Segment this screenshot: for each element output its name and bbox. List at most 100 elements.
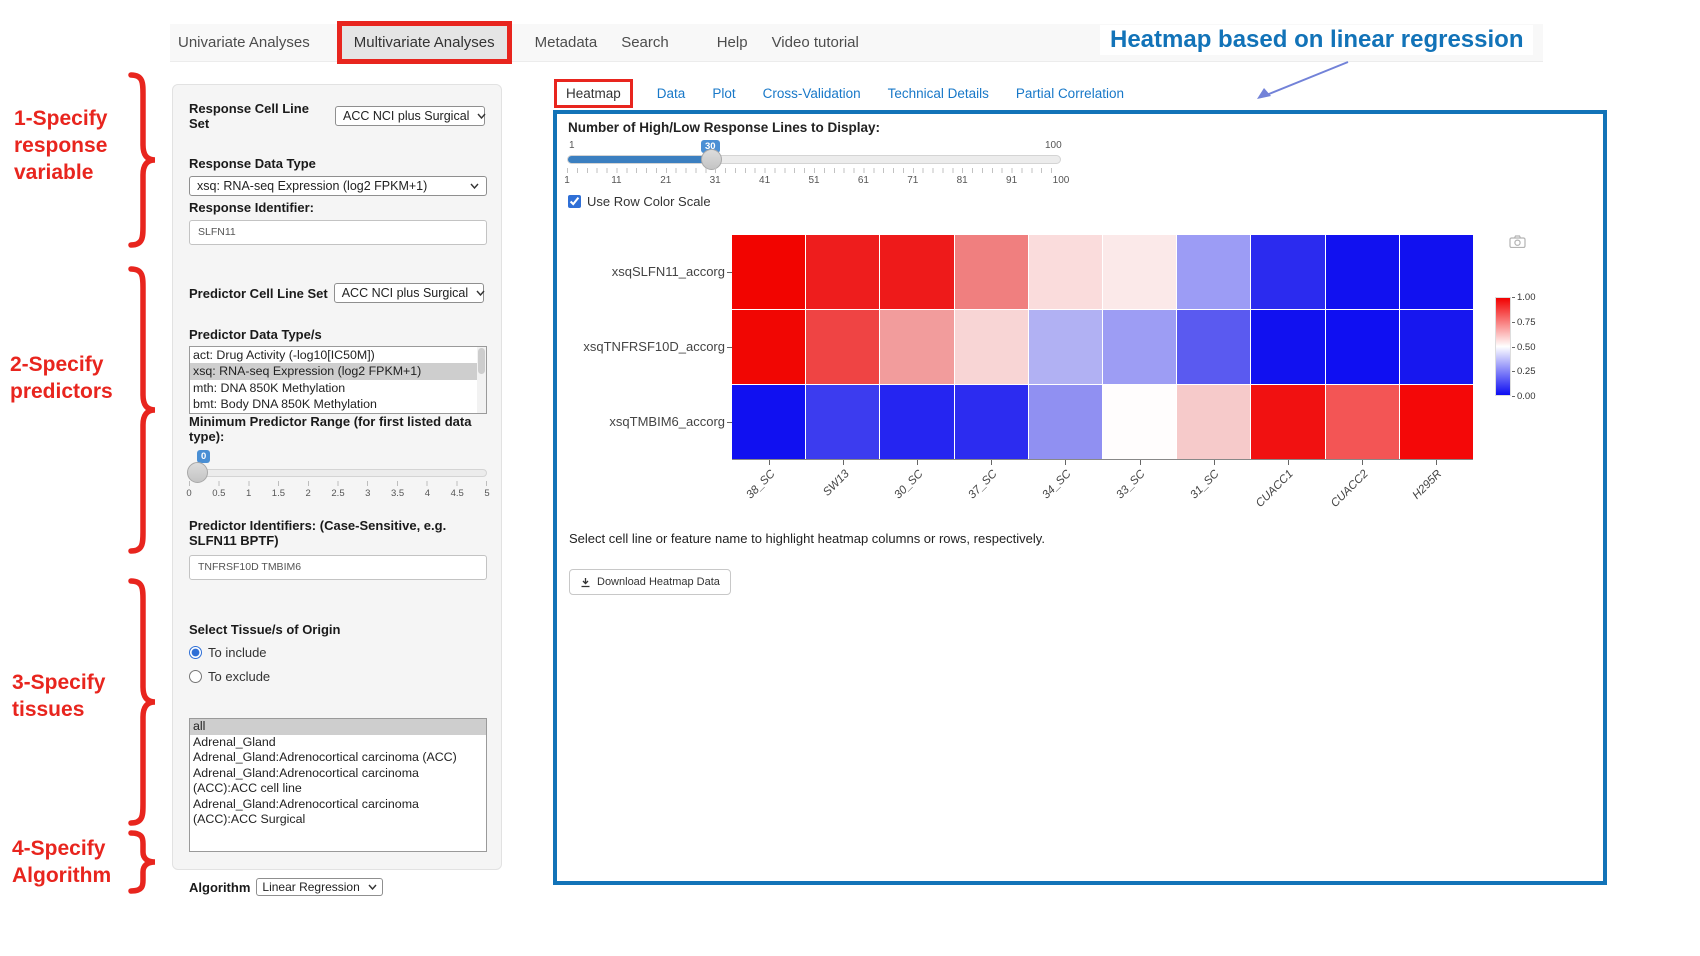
tissue-option[interactable]: Adrenal_Gland — [193, 734, 276, 749]
heatmap-cell-xsqslfn11-accorg-38-sc[interactable] — [732, 235, 806, 309]
nav-item-help[interactable]: Help — [716, 34, 748, 51]
heatmap-cell-xsqslfn11-accorg-30-sc[interactable] — [880, 235, 954, 309]
tab-heatmap[interactable]: Heatmap — [554, 78, 633, 108]
heatmap-column-label-sw13[interactable]: SW13 — [821, 468, 852, 499]
tissue-option[interactable]: all — [190, 719, 486, 735]
heatmap-cell-xsqslfn11-accorg-h295r[interactable] — [1399, 235, 1473, 309]
heatmap-cell-xsqtnfrsf10d-accorg-37-sc[interactable] — [954, 310, 1028, 384]
tab-plot[interactable]: Plot — [712, 85, 736, 101]
slider-track[interactable] — [189, 469, 487, 477]
scrollbar[interactable] — [477, 347, 486, 413]
slider-tooltip: 0 — [197, 450, 211, 463]
algorithm-select[interactable]: Linear Regression — [256, 878, 383, 896]
heatmap-cell-xsqtnfrsf10d-accorg-sw13[interactable] — [806, 310, 880, 384]
download-heatmap-data-button[interactable]: Download Heatmap Data — [569, 569, 731, 595]
heatmap-panel: Number of High/Low Response Lines to Dis… — [553, 110, 1607, 885]
predictor-data-type-option[interactable]: bmt: Body DNA 850K Methylation — [193, 397, 377, 412]
response-cell-line-set-select[interactable]: ACC NCI plus Surgical — [335, 106, 486, 126]
heatmap-cell-xsqtnfrsf10d-accorg-34-sc[interactable] — [1028, 310, 1102, 384]
heatmap-caption: Select cell line or feature name to high… — [569, 531, 1045, 546]
heatmap-cell-xsqslfn11-accorg-37-sc[interactable] — [954, 235, 1028, 309]
tissue-option[interactable]: Adrenal_Gland:Adrenocortical carcinoma (… — [193, 750, 457, 764]
colorbar-tick — [1512, 297, 1515, 298]
heatmap-cell-xsqtmbim6-accorg-33-sc[interactable] — [1102, 385, 1177, 459]
heatmap-cell-xsqslfn11-accorg-sw13[interactable] — [806, 235, 880, 309]
heatmap-cell-xsqtmbim6-accorg-38-sc[interactable] — [732, 385, 806, 459]
heatmap-column-label-37-sc[interactable]: 37_SC — [966, 468, 1000, 502]
heatmap-column-label-33-sc[interactable]: 33_SC — [1114, 468, 1149, 502]
tab-partial-correlation[interactable]: Partial Correlation — [1015, 85, 1124, 101]
nav-item-video-tutorial[interactable]: Video tutorial — [771, 34, 859, 51]
heatmap-cell-xsqtnfrsf10d-accorg-h295r[interactable] — [1399, 310, 1473, 384]
predictor-identifiers-input[interactable]: TNFRSF10D TMBIM6 — [189, 555, 487, 580]
heatmap-column-label-38-sc[interactable]: 38_SC — [744, 468, 778, 502]
heatmap-column-label-cuacc2[interactable]: CUACC2 — [1328, 468, 1371, 510]
response-identifier-input[interactable]: SLFN11 — [189, 220, 487, 245]
predictor-data-types-listbox[interactable]: act: Drug Activity (-log10[IC50M]) xsq: R… — [189, 346, 487, 414]
slider-track[interactable] — [567, 155, 1061, 164]
heatmap-row-label-xsqslfn11-accorg[interactable]: xsqSLFN11_accorg — [611, 264, 725, 280]
heatmap-column-label-31-sc[interactable]: 31_SC — [1188, 468, 1223, 502]
axis-tick — [727, 272, 732, 274]
heatmap-cell-xsqslfn11-accorg-31-sc[interactable] — [1177, 235, 1251, 309]
heatmap-cell-xsqtmbim6-accorg-cuacc1[interactable] — [1251, 385, 1325, 459]
radio-input[interactable] — [189, 646, 202, 659]
radio-input[interactable] — [189, 670, 202, 683]
heatmap-cell-xsqtmbim6-accorg-cuacc2[interactable] — [1325, 385, 1399, 459]
axis-tick — [769, 460, 771, 465]
nav-item-multivariate-analyses[interactable]: Multivariate Analyses — [336, 21, 512, 64]
heatmap-cell-xsqtmbim6-accorg-31-sc[interactable] — [1177, 385, 1251, 459]
nav-item-search[interactable]: Search — [621, 34, 669, 51]
heatmap-cell-xsqtmbim6-accorg-37-sc[interactable] — [954, 385, 1028, 459]
heatmap-cell-xsqtmbim6-accorg-sw13[interactable] — [806, 385, 880, 459]
heatmap-row-label-xsqtnfrsf10d-accorg[interactable]: xsqTNFRSF10D_accorg — [583, 339, 725, 354]
slider-min-label: 1 — [569, 140, 575, 151]
checkbox-input[interactable] — [568, 195, 581, 208]
camera-icon[interactable] — [1509, 235, 1526, 248]
tab-cross-validation[interactable]: Cross-Validation — [762, 85, 861, 101]
heatmap-cell-xsqtnfrsf10d-accorg-cuacc2[interactable] — [1325, 310, 1399, 384]
heatmap-column-label-h295r[interactable]: H295R — [1410, 468, 1445, 502]
heatmap-row-label-xsqtmbim6-accorg[interactable]: xsqTMBIM6_accorg — [609, 413, 725, 429]
slider-handle[interactable] — [701, 149, 722, 170]
heatmap-cell-xsqslfn11-accorg-34-sc[interactable] — [1028, 235, 1102, 309]
heatmap-cell-xsqslfn11-accorg-cuacc1[interactable] — [1251, 235, 1325, 309]
heatmap-cell-xsqtnfrsf10d-accorg-38-sc[interactable] — [732, 310, 806, 384]
heatmap-cell-xsqtnfrsf10d-accorg-33-sc[interactable] — [1102, 310, 1177, 384]
nav-item-metadata[interactable]: Metadata — [534, 34, 598, 51]
tab-technical-details[interactable]: Technical Details — [887, 85, 989, 101]
annotation-step-1: 1-Specify response variable — [14, 107, 108, 184]
tick-label: 0.5 — [212, 488, 226, 499]
heatmap-cell-xsqtnfrsf10d-accorg-cuacc1[interactable] — [1251, 310, 1325, 384]
tissue-option[interactable]: Adrenal_Gland:Adrenocortical carcinoma (… — [193, 796, 419, 827]
heatmap-grid — [732, 235, 1473, 459]
tab-data[interactable]: Data — [656, 85, 686, 101]
tissue-listbox[interactable]: all Adrenal_Gland Adrenal_Gland:Adrenocort… — [189, 718, 487, 852]
tissue-origin-label: Select Tissue/s of Origin — [189, 622, 341, 637]
heatmap-cell-xsqtnfrsf10d-accorg-31-sc[interactable] — [1177, 310, 1251, 384]
heatmap-column-label-34-sc[interactable]: 34_SC — [1040, 468, 1074, 502]
heatmap-cell-xsqtmbim6-accorg-34-sc[interactable] — [1028, 385, 1102, 459]
tissue-exclude-radio[interactable]: To exclude — [189, 669, 485, 684]
predictor-data-type-option[interactable]: mth: DNA 850K Methylation — [193, 380, 346, 395]
response-identifier-label: Response Identifier: — [189, 200, 314, 215]
heatmap-cell-xsqtmbim6-accorg-30-sc[interactable] — [880, 385, 954, 459]
tissue-include-radio[interactable]: To include — [189, 645, 485, 660]
heatmap-cell-xsqslfn11-accorg-33-sc[interactable] — [1102, 235, 1177, 309]
predictor-data-type-option[interactable]: xsq: RNA-seq Expression (log2 FPKM+1) — [190, 363, 486, 380]
predictor-data-type-option[interactable]: act: Drug Activity (-log10[IC50M]) — [193, 348, 375, 362]
response-data-type-select[interactable]: xsq: RNA-seq Expression (log2 FPKM+1) — [189, 176, 487, 196]
predictor-cell-line-set-select[interactable]: ACC NCI plus Surgical — [333, 283, 485, 303]
colorbar-tick — [1512, 321, 1515, 323]
slider-handle[interactable] — [187, 462, 208, 483]
nav-item-univariate-analyses[interactable]: Univariate Analyses — [178, 34, 310, 51]
heatmap-cell-xsqtnfrsf10d-accorg-30-sc[interactable] — [880, 310, 954, 384]
response-data-type-label: Response Data Type — [189, 156, 316, 171]
heatmap-cell-xsqslfn11-accorg-cuacc2[interactable] — [1325, 235, 1399, 309]
heatmap-cell-xsqtmbim6-accorg-h295r[interactable] — [1399, 385, 1473, 459]
heatmap-column-label-cuacc1[interactable]: CUACC1 — [1254, 468, 1297, 510]
heatmap-column-label-30-sc[interactable]: 30_SC — [892, 468, 926, 502]
row-color-scale-checkbox[interactable]: Use Row Color Scale — [568, 194, 711, 209]
tissue-option[interactable]: Adrenal_Gland:Adrenocortical carcinoma (… — [193, 765, 419, 796]
